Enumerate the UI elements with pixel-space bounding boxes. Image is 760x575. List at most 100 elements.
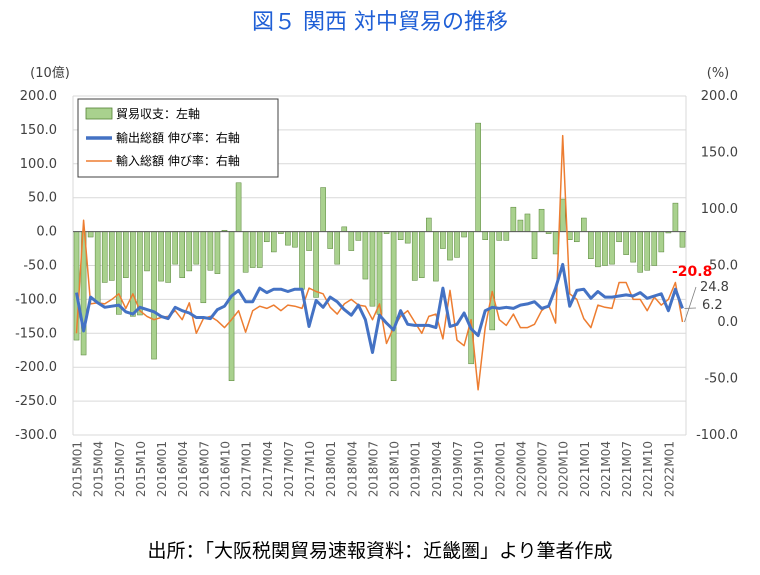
balance-bar [172,231,178,265]
balance-bar [299,231,305,290]
balance-bar [454,231,460,258]
left-tick-label: 150.0 [20,123,57,138]
balance-bar [411,231,418,281]
balance-bar [630,231,636,263]
source-note: 出所：「大阪税関貿易速報資料：近畿圏」より筆者作成 [147,540,613,562]
left-tick-label: 100.0 [20,157,57,172]
legend-label-imports: 輸入総額 伸び率：右軸 [116,153,240,168]
balance-bar [151,231,157,360]
balance-bar [482,231,488,240]
balance-bar [123,231,129,278]
exports-growth-line [75,262,684,354]
x-tick-label: 2017M10 [303,441,317,497]
balance-bar [376,231,383,315]
balance-bar [552,231,559,255]
x-tick-label: 2021M10 [641,441,655,497]
right-tick-label: 150.0 [701,146,738,161]
x-tick-label: 2021M07 [620,441,634,497]
balance-bar [313,231,319,298]
x-tick-label: 2019M10 [472,441,486,497]
left-tick-label: -150.0 [15,326,57,341]
imports-growth-line [75,134,684,391]
axis-labels: 200.0 150.0 100.0 50.0 0.0 -50.0 -100.0 -150.0 -… [15,89,738,497]
balance-bar [602,231,608,266]
balance-bar [517,219,524,232]
balance-bar [397,231,404,240]
balance-bar [193,231,200,265]
left-tick-label: -50.0 [23,259,57,274]
balance-bar [496,231,503,241]
balance-bar [531,231,538,259]
legend-label-balance: 貿易収支：左軸 [116,106,200,121]
balance-bar [538,208,545,232]
left-tick-label: -250.0 [15,394,57,409]
right-tick-label: 100.0 [701,202,738,217]
left-tick-label: -300.0 [15,428,57,443]
balance-bar [207,231,214,271]
balance-bar [475,122,481,232]
balance-bar [108,231,115,281]
left-axis-unit: (10億) [30,65,70,81]
balance-bar [503,231,510,241]
balance-bar [130,231,136,317]
growth-lines [75,134,684,391]
balance-bar [672,202,679,232]
x-tick-label: 2018M01 [324,441,338,497]
right-tick-label: 0.0 [717,315,738,330]
left-tick-label: 200.0 [20,89,57,104]
balance-bar [165,231,171,283]
imports-end-label: 24.8 [700,280,729,295]
x-tick-label: 2019M07 [451,441,465,497]
balance-bar [510,206,517,232]
imports-leader-line [684,286,697,323]
balance-bar [94,231,101,304]
balance-bar [320,187,326,232]
balance-bar [158,231,164,282]
balance-bar [426,217,432,232]
balance-bar [651,231,658,266]
x-tick-label: 2022M01 [662,441,676,497]
balance-bar [637,231,643,273]
x-tick-label: 2020M04 [514,441,528,497]
balance-bar [433,231,439,282]
balance-bar [116,231,122,315]
left-tick-label: -100.0 [15,292,57,307]
x-tick-label: 2015M04 [92,441,106,497]
balance-bar [306,231,312,251]
x-tick-label: 2015M01 [71,441,85,497]
balance-bar [355,231,362,241]
balance-bar [418,231,425,278]
balance-bar [242,231,249,273]
balance-bar [179,231,185,278]
right-tick-label: 50.0 [709,259,738,274]
x-tick-label: 2016M04 [176,441,190,497]
x-tick-label: 2015M07 [113,441,127,497]
balance-bar [404,231,411,244]
balance-bar [461,231,467,238]
balance-bar [616,231,622,243]
right-tick-label: -100.0 [696,428,738,443]
balance-bar [228,231,235,382]
x-tick-label: 2018M07 [366,441,380,497]
x-tick-label: 2020M10 [557,441,571,497]
balance-bar [447,231,453,261]
balance-bar [644,231,651,271]
balance-bar [327,231,333,249]
x-tick-label: 2017M07 [282,441,296,497]
legend: 貿易収支：左軸 輸出総額 伸び率：右軸 輸入総額 伸び率：右軸 [77,98,279,178]
end-annotations: -20.824.8 6.2 [672,264,729,323]
balance-bar [362,231,369,280]
balance-bar [200,231,207,304]
balance-bar [263,231,270,243]
balance-bar [285,231,291,246]
balance-bar [348,231,355,251]
balance-bar [440,231,446,249]
left-tick-label: -200.0 [15,360,57,375]
legend-label-exports: 輸出総額 伸び率：右軸 [116,130,240,145]
balance-bar [87,231,94,238]
balance-bar [524,213,531,232]
x-tick-label: 2017M04 [261,441,275,497]
legend-swatch-balance [85,107,113,120]
balance-bar [101,231,108,283]
balance-bar [489,231,496,331]
